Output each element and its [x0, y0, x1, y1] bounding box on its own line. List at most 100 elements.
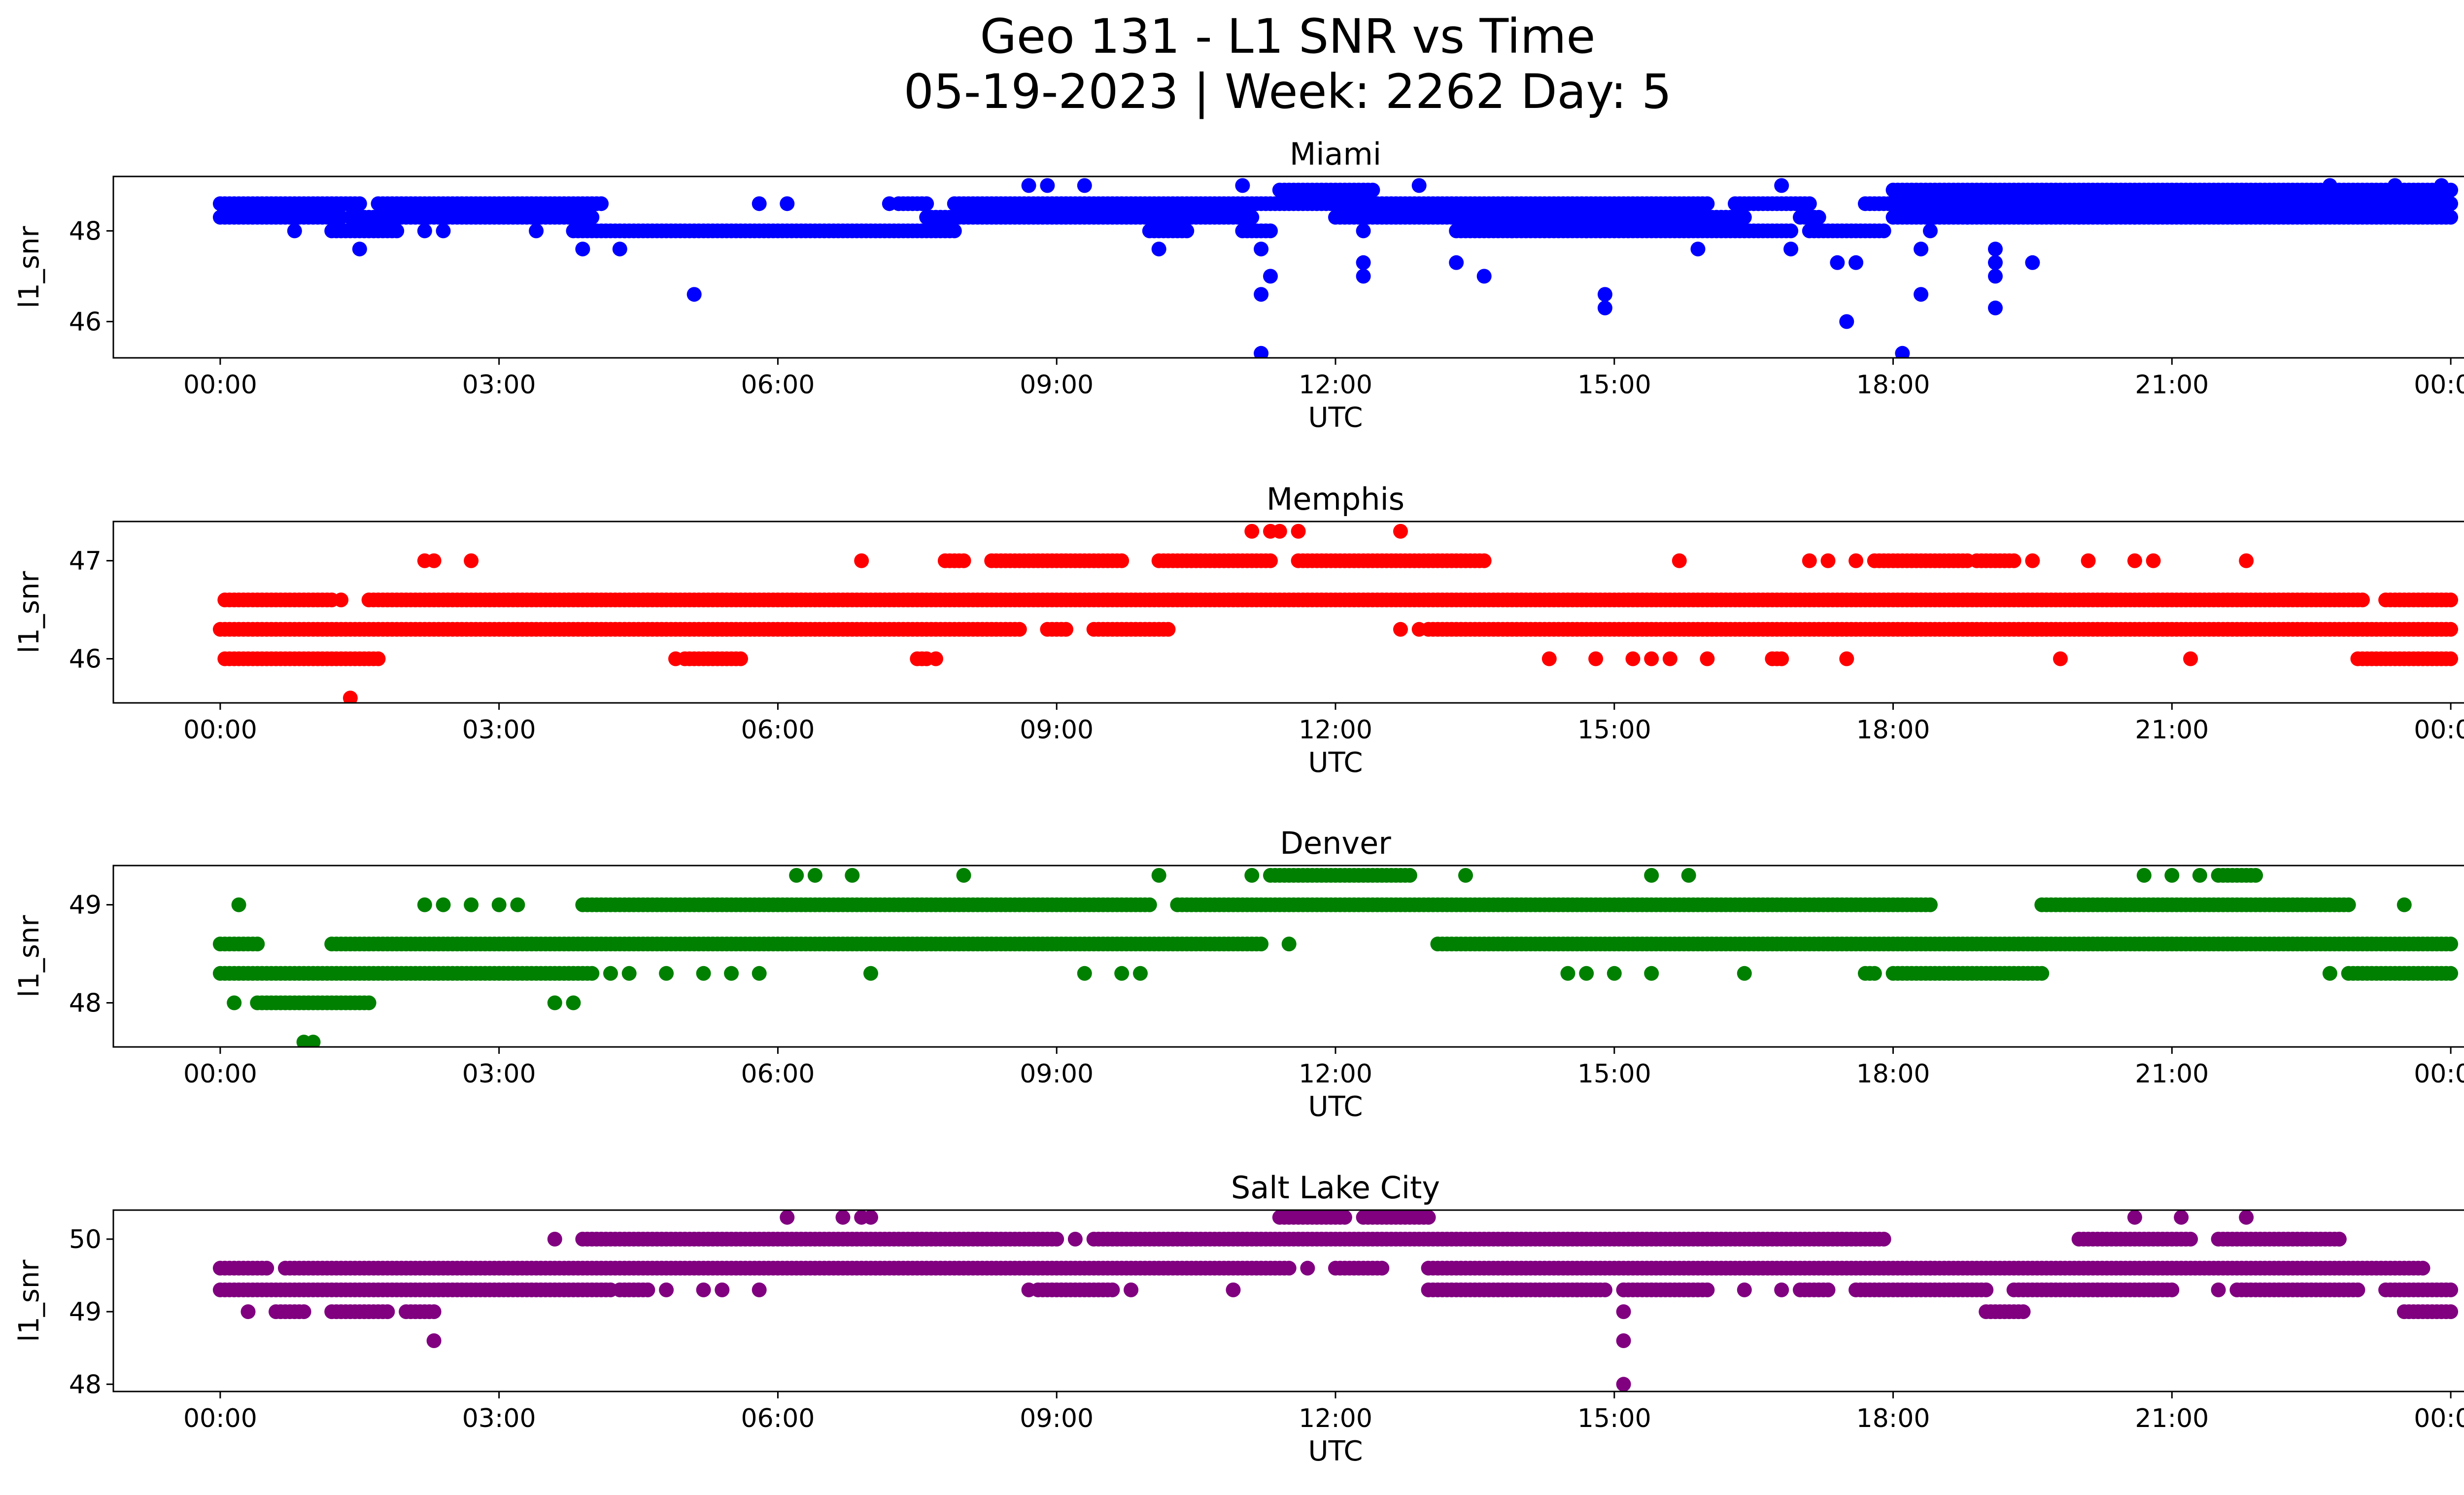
data-point	[2211, 1282, 2226, 1297]
subplot-title: Memphis	[1266, 481, 1404, 517]
x-tick-label: 21:00	[2135, 715, 2209, 745]
data-point	[1254, 937, 1269, 952]
data-point	[1737, 966, 1752, 981]
data-point	[835, 1210, 851, 1225]
x-tick-label: 03:00	[462, 1059, 536, 1089]
data-point	[1151, 868, 1166, 883]
x-tick-label: 15:00	[1577, 1404, 1651, 1433]
data-point	[1291, 523, 1306, 539]
axes-frame	[112, 521, 2464, 704]
data-point	[2025, 255, 2040, 270]
data-point	[2006, 553, 2021, 568]
data-point	[2388, 178, 2402, 193]
x-tick-label: 21:00	[2135, 1059, 2209, 1089]
data-point	[1644, 651, 1659, 666]
data-point	[529, 223, 544, 239]
y-tick-label: 49	[69, 1297, 102, 1327]
data-point	[1254, 346, 1269, 358]
data-point	[1690, 242, 1706, 257]
x-tick-label: 18:00	[1856, 1404, 1930, 1433]
data-point	[1923, 1260, 1938, 1276]
data-point	[1281, 1260, 1297, 1276]
data-point	[845, 868, 860, 883]
data-point	[1532, 1282, 1547, 1297]
data-point	[2322, 178, 2337, 193]
x-tick-label: 12:00	[1299, 1404, 1372, 1433]
data-point	[1988, 255, 2003, 270]
data-point	[547, 995, 562, 1010]
x-tick-label: 12:00	[1299, 370, 1372, 400]
data-point	[1737, 209, 1752, 225]
data-point	[603, 966, 618, 981]
data-point	[2053, 651, 2068, 666]
data-point	[863, 966, 878, 981]
data-point	[491, 897, 507, 912]
data-point	[956, 868, 971, 883]
data-point	[584, 966, 600, 981]
subplot-miami: 00:00 03:00 06:00 09:00 12:00 15:00 18:00 21:00…	[13, 136, 2464, 434]
data-point	[1300, 1260, 1315, 1276]
data-point	[2090, 1282, 2105, 1297]
data-point	[2127, 1210, 2142, 1225]
data-point	[426, 553, 442, 568]
x-tick-label: 00:00	[183, 1059, 257, 1089]
data-point	[1700, 196, 1715, 211]
scatter-points	[212, 523, 2459, 703]
data-point	[296, 1304, 311, 1320]
data-point	[1114, 966, 1129, 981]
data-point	[334, 592, 349, 608]
x-tick-label: 12:00	[1299, 1059, 1372, 1089]
data-point	[2415, 1260, 2430, 1276]
data-point	[575, 242, 590, 257]
data-point	[668, 651, 683, 666]
x-axis-label: UTC	[1308, 1435, 1363, 1467]
data-point	[1607, 966, 1622, 981]
data-point	[956, 553, 971, 568]
data-point	[1579, 966, 1594, 981]
data-point	[380, 1304, 395, 1320]
data-point	[342, 691, 358, 703]
data-point	[919, 196, 934, 211]
y-tick-label: 46	[69, 644, 102, 674]
data-point	[1988, 300, 2003, 315]
subplot-title: Salt Lake City	[1231, 1170, 1440, 1206]
data-point	[287, 223, 302, 239]
axes-frame	[112, 865, 2464, 1048]
data-point	[863, 1210, 878, 1225]
x-tick-label: 15:00	[1577, 1059, 1651, 1089]
x-tick-label: 12:00	[1299, 715, 1372, 745]
data-point	[1356, 223, 1371, 239]
data-point	[1356, 255, 1371, 270]
x-tick-label: 00:00	[183, 715, 257, 745]
x-tick-label: 21:00	[2135, 370, 2209, 400]
data-point	[2183, 1231, 2198, 1247]
data-point	[2443, 196, 2459, 211]
figure-title: Geo 131 - L1 SNR vs Time 05-19-2023 | We…	[0, 9, 2464, 119]
data-point	[2174, 1210, 2189, 1225]
data-point	[1235, 178, 1250, 193]
data-point	[1802, 553, 1817, 568]
data-point	[928, 651, 943, 666]
data-point	[2294, 1282, 2310, 1297]
data-point	[2355, 592, 2370, 608]
data-point	[426, 1333, 442, 1348]
x-axis-label: UTC	[1308, 402, 1363, 434]
data-point	[1411, 178, 1427, 193]
data-point	[306, 1035, 321, 1047]
data-point	[686, 287, 702, 302]
data-point	[2322, 966, 2337, 981]
data-point	[696, 966, 711, 981]
data-point	[1774, 178, 1789, 193]
x-tick-label: 00:00	[2414, 1059, 2464, 1089]
data-point	[1914, 287, 1929, 302]
data-point	[1393, 622, 1408, 637]
data-point	[547, 1231, 562, 1247]
data-point	[1077, 178, 1092, 193]
data-point	[2127, 209, 2142, 225]
data-point	[464, 553, 479, 568]
data-point	[2127, 553, 2142, 568]
data-point	[1393, 523, 1408, 539]
data-point	[1616, 1282, 1631, 1297]
scatter-points	[212, 868, 2459, 1047]
data-point	[1244, 868, 1260, 883]
